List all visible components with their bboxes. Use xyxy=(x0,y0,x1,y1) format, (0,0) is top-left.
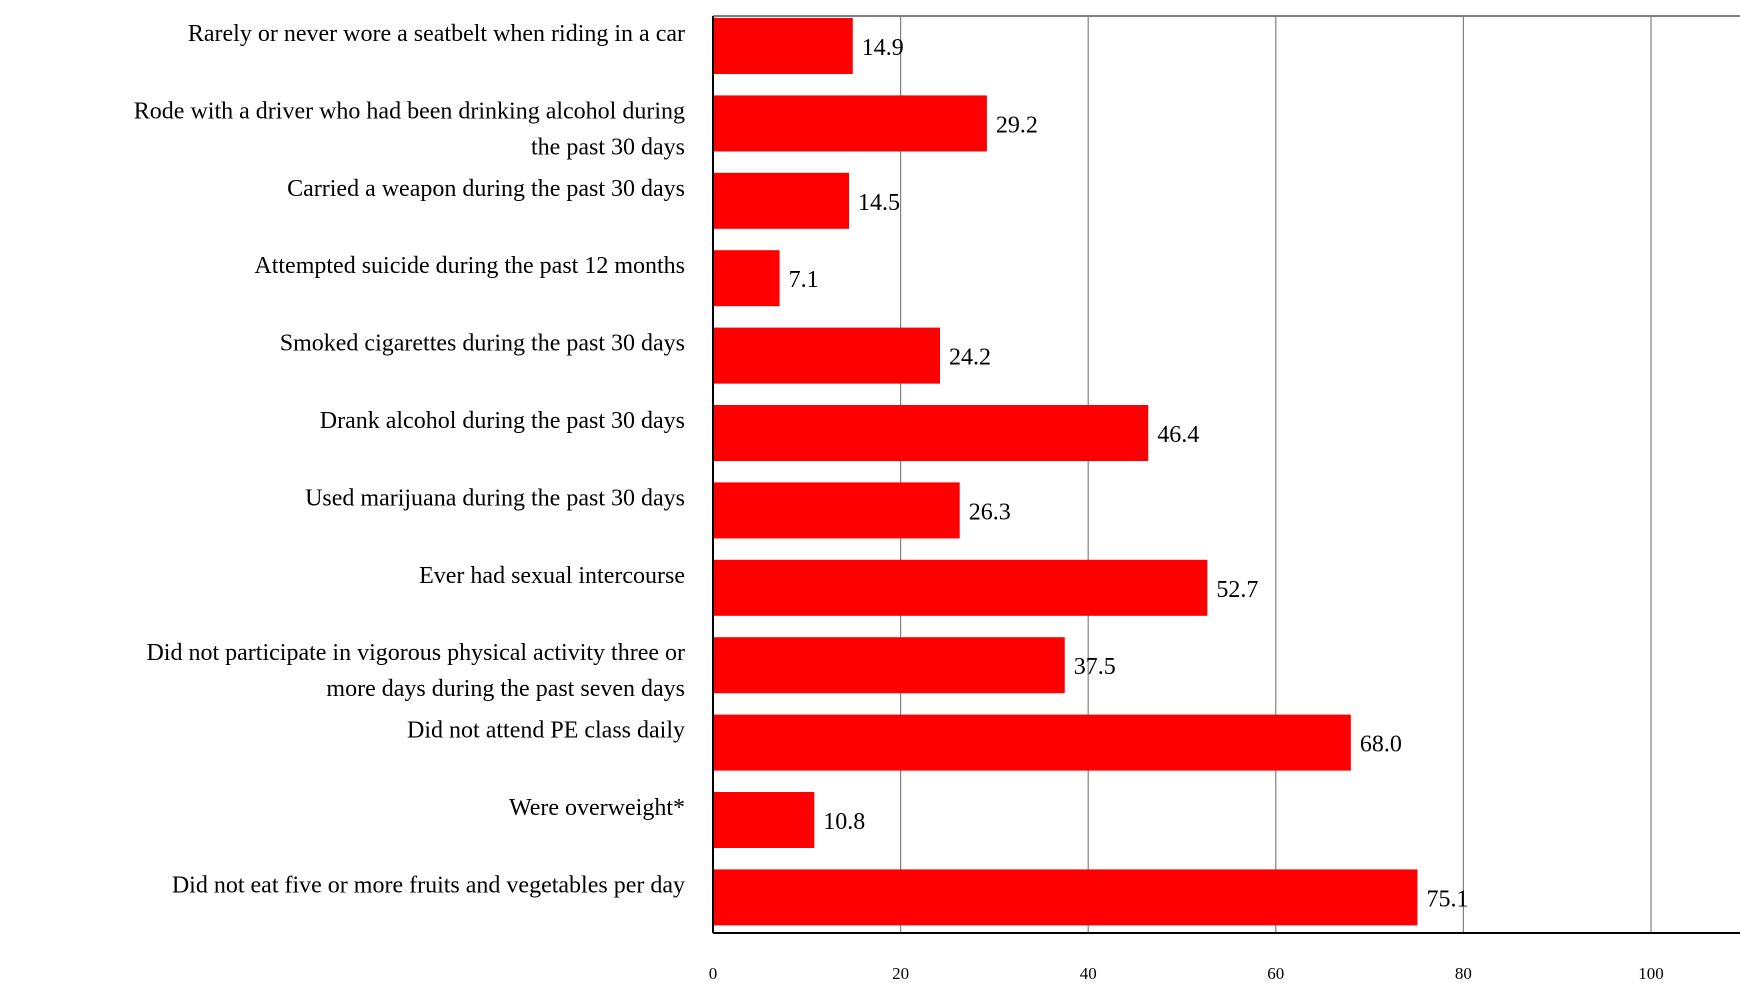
value-label-12: 75.1 xyxy=(1426,886,1468,912)
gridlines xyxy=(899,16,1652,933)
bar-12 xyxy=(713,869,1418,926)
value-label-1: 14.9 xyxy=(862,35,904,61)
category-label-5: Smoked cigarettes during the past 30 day… xyxy=(280,331,685,357)
bar-11 xyxy=(713,792,815,848)
value-labels: 14.9 29.2 14.5 7.1 24.2 46.4 26.3 52.7 37.5 68.0 1… xyxy=(789,35,1469,912)
value-label-7: 26.3 xyxy=(969,499,1011,525)
bars xyxy=(713,18,1418,926)
value-label-6: 46.4 xyxy=(1157,422,1199,448)
category-label-6: Drank alcohol during the past 30 days xyxy=(320,408,685,434)
x-tick-label-60: 60 xyxy=(1267,964,1284,983)
x-tick-label-20: 20 xyxy=(892,964,909,983)
x-tick-label-0: 0 xyxy=(709,964,718,983)
bar-8 xyxy=(713,559,1208,616)
category-label-10: Did not attend PE class daily xyxy=(407,718,685,744)
value-label-8: 52.7 xyxy=(1216,577,1258,603)
bar-1 xyxy=(713,18,853,74)
value-label-2: 29.2 xyxy=(996,112,1038,138)
x-tick-labels: 0 20 40 60 80 100 xyxy=(709,964,1664,983)
value-label-11: 10.8 xyxy=(823,809,865,835)
value-label-3: 14.5 xyxy=(858,190,900,216)
value-label-9: 37.5 xyxy=(1074,654,1116,680)
x-tick-label-100: 100 xyxy=(1638,964,1664,983)
category-label-9-line-1: Did not participate in vigorous physical… xyxy=(146,640,685,666)
value-label-5: 24.2 xyxy=(949,345,991,371)
x-tick-label-80: 80 xyxy=(1455,964,1472,983)
bar-6 xyxy=(713,405,1149,461)
axes xyxy=(712,15,1740,934)
bar-5 xyxy=(713,327,940,384)
category-label-11: Were overweight* xyxy=(509,795,685,821)
bar-9 xyxy=(713,637,1065,694)
category-label-8: Ever had sexual intercourse xyxy=(419,563,685,589)
bar-7 xyxy=(713,482,960,539)
bar-10 xyxy=(713,714,1351,771)
bar-2 xyxy=(713,95,987,152)
x-tick-label-40: 40 xyxy=(1080,964,1097,983)
category-label-7: Used marijuana during the past 30 days xyxy=(305,485,685,511)
category-labels: Rarely or never wore a seatbelt when rid… xyxy=(134,21,685,898)
bar-4 xyxy=(713,250,780,307)
category-label-2-line-2: the past 30 days xyxy=(531,134,685,160)
category-label-2-line-1: Rode with a driver who had been drinking… xyxy=(134,98,685,124)
category-label-9-line-2: more days during the past seven days xyxy=(326,676,685,702)
category-label-4: Attempted suicide during the past 12 mon… xyxy=(254,253,685,279)
category-label-12: Did not eat five or more fruits and vege… xyxy=(172,872,685,898)
value-label-10: 68.0 xyxy=(1360,732,1402,758)
category-label-1: Rarely or never wore a seatbelt when rid… xyxy=(188,21,685,47)
value-label-4: 7.1 xyxy=(789,267,819,293)
bar-3 xyxy=(713,172,850,229)
category-label-3: Carried a weapon during the past 30 days xyxy=(287,176,685,202)
